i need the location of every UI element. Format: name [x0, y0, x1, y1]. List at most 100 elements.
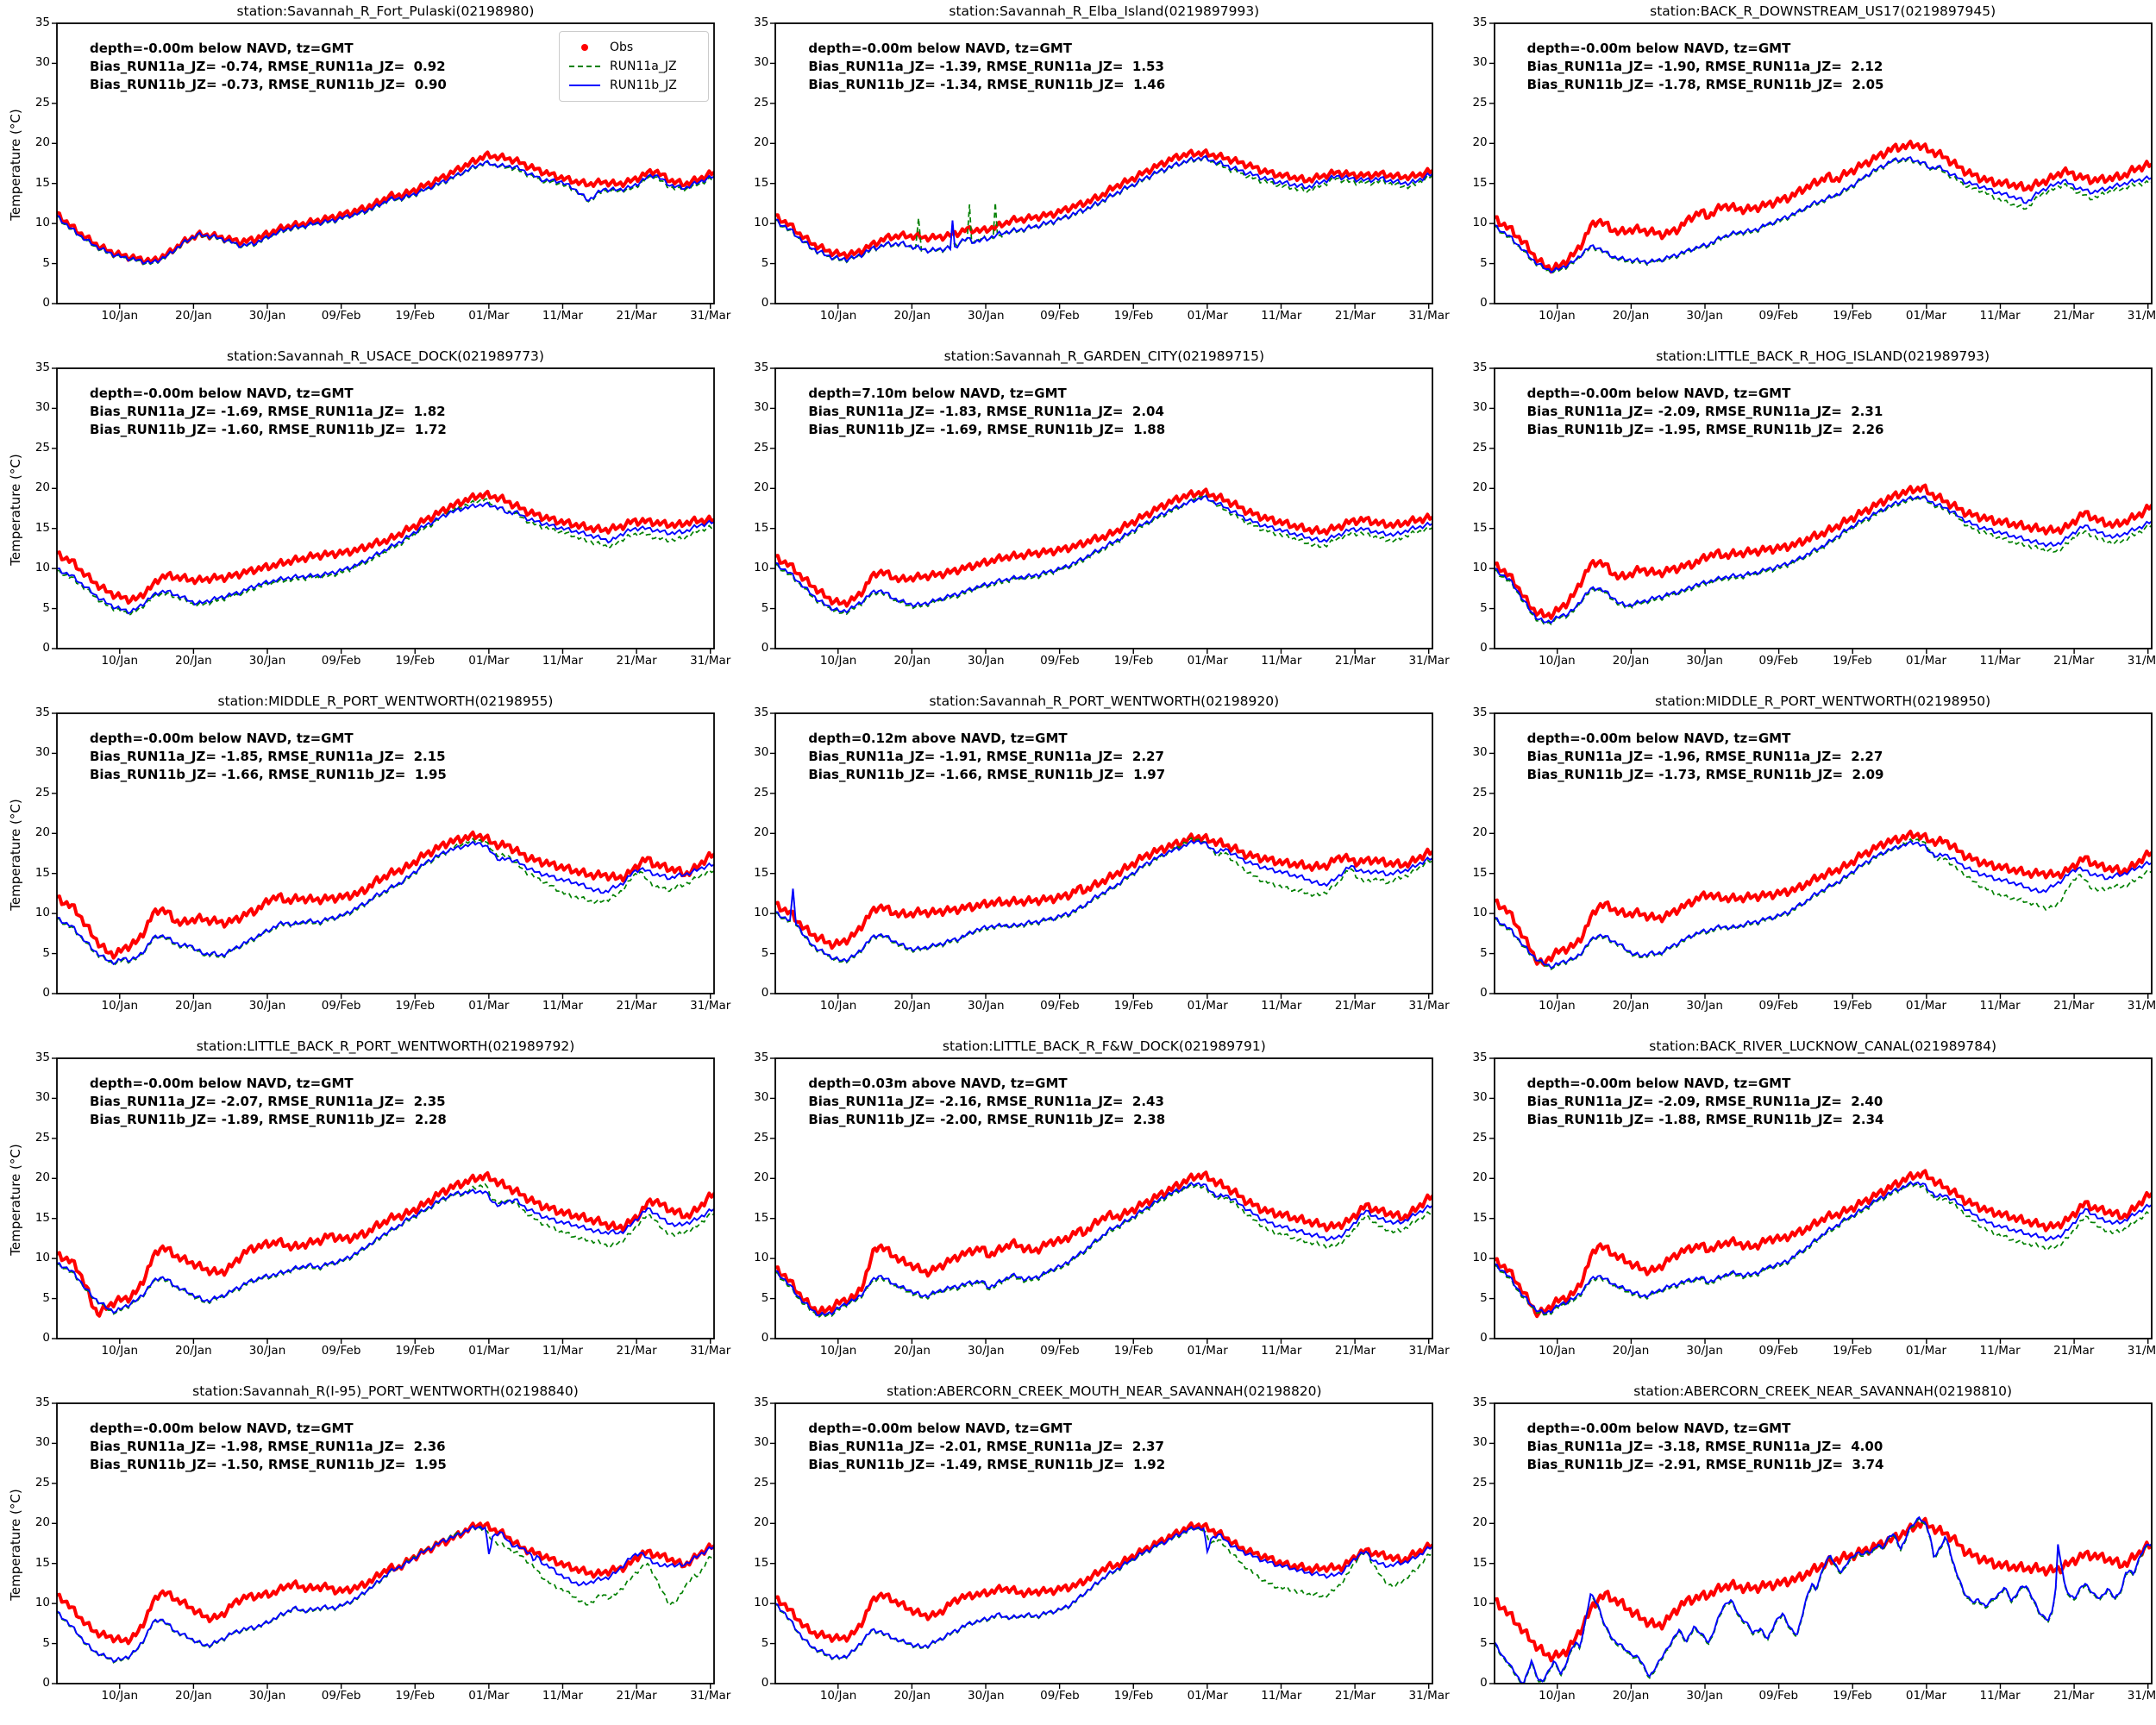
stats-annotation-line: Bias_RUN11a_JZ= -1.91, RMSE_RUN11a_JZ= 2… [808, 749, 1164, 764]
x-tick-label: 21/Mar [616, 309, 657, 323]
legend-label: Obs [610, 41, 634, 54]
subplot-r3-c1: station:MIDDLE_R_PORT_WENTWORTH(02198955… [0, 690, 730, 1035]
x-tick-label: 09/Feb [321, 999, 361, 1013]
y-axis-label: Temperature (°C) [8, 109, 23, 221]
x-tick-label: 10/Jan [101, 999, 139, 1013]
stats-annotation-line: Bias_RUN11a_JZ= -2.16, RMSE_RUN11a_JZ= 2… [808, 1094, 1164, 1109]
x-tick-label: 20/Jan [1612, 999, 1650, 1013]
legend: Obs RUN11a_JZ RUN11b_JZ [559, 31, 709, 102]
y-tick-label: 25 [754, 1475, 769, 1490]
obs-series [1494, 139, 2152, 274]
x-tick-label: 10/Jan [1539, 999, 1576, 1013]
chart-canvas [770, 1057, 1434, 1344]
x-tick-label: 10/Jan [819, 654, 857, 668]
y-tick-label: 0 [761, 1676, 769, 1690]
x-tick-label: 20/Jan [175, 654, 212, 668]
stats-annotation-line: Bias_RUN11a_JZ= -1.85, RMSE_RUN11a_JZ= 2… [90, 749, 446, 764]
y-tick-label: 30 [34, 1435, 50, 1450]
stats-annotation-line: depth=-0.00m below NAVD, tz=GMT [90, 1421, 354, 1436]
axes-frame [56, 712, 715, 994]
x-tick-label: 01/Mar [468, 1689, 510, 1703]
plot-title: station:Savannah_R_GARDEN_CITY(021989715… [943, 348, 1265, 364]
run11b-series [1494, 1515, 2152, 1684]
run11b-series [1494, 1180, 2152, 1314]
x-tick-label: 11/Mar [1979, 654, 2021, 668]
y-tick-label: 0 [1480, 296, 1488, 310]
stats-annotation-line: Bias_RUN11a_JZ= -0.74, RMSE_RUN11a_JZ= 0… [90, 59, 446, 74]
stats-annotation: depth=0.03m above NAVD, tz=GMT Bias_RUN11… [808, 1075, 1165, 1129]
chart-canvas [51, 712, 715, 999]
axes-frame [774, 22, 1434, 304]
x-tick-label: 30/Jan [248, 309, 286, 323]
x-tick-label: 31/Mar [690, 1344, 731, 1358]
x-tick-label: 31/Mar [2127, 1344, 2156, 1358]
y-tick-label: 25 [1472, 95, 1488, 110]
y-tick-label: 5 [1480, 945, 1488, 960]
x-tick-label: 09/Feb [1758, 654, 1799, 668]
x-tick-label: 31/Mar [2127, 309, 2156, 323]
obs-series [56, 830, 714, 960]
y-tick-label: 0 [42, 296, 50, 310]
y-tick-label: 5 [761, 1635, 769, 1650]
x-tick-label: 09/Feb [1758, 999, 1799, 1013]
x-tick-label: 01/Mar [1905, 999, 1947, 1013]
y-tick-label: 35 [1472, 361, 1488, 374]
x-tick-label: 01/Mar [468, 1344, 510, 1358]
x-tick-label: 30/Jan [248, 654, 286, 668]
y-tick-label: 10 [1472, 216, 1488, 230]
y-axis-label: Temperature (°C) [8, 1144, 23, 1256]
y-tick-label: 15 [754, 865, 769, 880]
y-tick-label: 0 [1480, 986, 1488, 1000]
y-tick-label: 25 [1472, 785, 1488, 800]
y-tick-label: 20 [754, 480, 769, 495]
plot-title: station:Savannah_R_Fort_Pulaski(02198980… [236, 3, 535, 19]
chart-canvas [1489, 22, 2153, 309]
y-tick-label: 0 [42, 1676, 50, 1690]
obs-dot-icon [581, 44, 588, 51]
stats-annotation-line: Bias_RUN11b_JZ= -1.50, RMSE_RUN11b_JZ= 1… [90, 1457, 447, 1472]
obs-series [56, 1170, 714, 1318]
solid-line-icon [569, 85, 600, 86]
x-tick-label: 30/Jan [248, 1689, 286, 1703]
subplot-r1-c1: station:Savannah_R_Fort_Pulaski(02198980… [0, 0, 730, 345]
y-tick-label: 10 [754, 1251, 769, 1265]
subplot-r1-c2: station:Savannah_R_Elba_Island(021989799… [718, 0, 1450, 345]
run11b-series [56, 840, 714, 966]
y-tick-label: 5 [761, 600, 769, 615]
x-tick-label: 01/Mar [1187, 309, 1228, 323]
chart-canvas [1489, 1402, 2153, 1689]
obs-series [1494, 1169, 2152, 1319]
x-tick-label: 19/Feb [1833, 1689, 1872, 1703]
x-tick-label: 30/Jan [248, 1344, 286, 1358]
plot-title: station:Savannah_R_USACE_DOCK(021989773) [227, 348, 544, 364]
x-tick-label: 19/Feb [1833, 1344, 1872, 1358]
chart-canvas [1489, 1057, 2153, 1344]
subplot-r3-c3: station:MIDDLE_R_PORT_WENTWORTH(02198950… [1438, 690, 2156, 1035]
y-tick-label: 5 [761, 1290, 769, 1305]
obs-series [775, 1170, 1433, 1316]
run11a-series [775, 1527, 1433, 1661]
x-tick-label: 20/Jan [1612, 1689, 1650, 1703]
y-axis-label: Temperature (°C) [8, 1489, 23, 1601]
stats-annotation-line: depth=-0.00m below NAVD, tz=GMT [1526, 731, 1791, 746]
x-tick-label: 01/Mar [1187, 654, 1228, 668]
y-tick-label: 15 [1472, 1555, 1488, 1570]
run11b-series [775, 495, 1433, 614]
run11a-series [56, 160, 714, 266]
y-tick-label: 0 [42, 641, 50, 655]
y-axis-label: Temperature (°C) [8, 799, 23, 911]
x-tick-label: 11/Mar [542, 999, 584, 1013]
stats-annotation-line: Bias_RUN11a_JZ= -1.96, RMSE_RUN11a_JZ= 2… [1526, 749, 1883, 764]
x-tick-label: 01/Mar [468, 309, 510, 323]
subplot-r2-c2: station:Savannah_R_GARDEN_CITY(021989715… [718, 345, 1450, 690]
axes-frame [1493, 712, 2153, 994]
run11b-series [775, 1181, 1433, 1317]
x-tick-label: 20/Jan [893, 999, 931, 1013]
y-tick-label: 5 [42, 945, 50, 960]
axes-frame [56, 1057, 715, 1339]
plot-title: station:Savannah_R_Elba_Island(021989799… [949, 3, 1260, 19]
stats-annotation-line: Bias_RUN11b_JZ= -1.88, RMSE_RUN11b_JZ= 2… [1526, 1112, 1884, 1127]
stats-annotation: depth=-0.00m below NAVD, tz=GMT Bias_RUN1… [808, 1420, 1165, 1474]
y-tick-label: 30 [1472, 1435, 1488, 1450]
x-tick-label: 31/Mar [2127, 1689, 2156, 1703]
